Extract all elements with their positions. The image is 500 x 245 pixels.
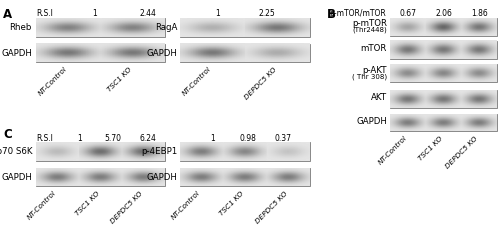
Text: TSC1 KO: TSC1 KO [106, 66, 133, 92]
Bar [390, 64, 497, 82]
Text: B: B [327, 8, 336, 21]
Text: GAPDH: GAPDH [146, 49, 177, 58]
Bar [390, 90, 497, 108]
Text: C: C [3, 128, 12, 141]
Bar [180, 168, 310, 186]
Text: GAPDH: GAPDH [1, 172, 32, 182]
Text: 1.86: 1.86 [471, 10, 488, 19]
Text: RagA: RagA [154, 23, 177, 32]
Text: p-mTOR: p-mTOR [352, 19, 387, 27]
Text: 1: 1 [216, 10, 220, 19]
Text: 1: 1 [210, 134, 216, 143]
Text: A: A [3, 8, 12, 21]
Text: mTOR: mTOR [360, 44, 387, 52]
Text: TSC1 KO: TSC1 KO [218, 190, 245, 216]
Bar [390, 18, 497, 36]
Text: DEPDC5 KO: DEPDC5 KO [243, 66, 278, 100]
Text: GAPDH: GAPDH [1, 49, 32, 58]
Text: ( Thr 308): ( Thr 308) [352, 74, 387, 80]
Text: NT-Control: NT-Control [170, 190, 202, 221]
Text: 5.70: 5.70 [104, 134, 122, 143]
Text: DEPDC5 KO: DEPDC5 KO [445, 135, 479, 169]
Text: 2.06: 2.06 [435, 10, 452, 19]
Text: R.S.I: R.S.I [36, 10, 53, 19]
Text: DEPDC5 KO: DEPDC5 KO [254, 190, 288, 224]
Bar [36, 142, 165, 161]
Text: NT-Control: NT-Control [182, 66, 212, 97]
Text: NT-Control: NT-Control [38, 66, 68, 97]
Text: AKT: AKT [371, 93, 387, 101]
Text: (Thr2448): (Thr2448) [352, 27, 387, 33]
Text: p-mTOR/mTOR: p-mTOR/mTOR [329, 10, 386, 19]
Text: 0.67: 0.67 [400, 10, 416, 19]
Bar [390, 41, 497, 59]
Text: TSC1 KO: TSC1 KO [417, 135, 444, 161]
Bar [180, 142, 310, 161]
Text: 2.44: 2.44 [140, 10, 156, 19]
Text: p-4EBP1: p-4EBP1 [141, 147, 177, 156]
Bar [36, 44, 165, 62]
Text: TSC1 KO: TSC1 KO [74, 190, 101, 216]
Text: p-p70 S6K: p-p70 S6K [0, 147, 32, 156]
Bar [36, 18, 165, 37]
Text: NT-Control: NT-Control [377, 135, 408, 166]
Text: 0.98: 0.98 [240, 134, 256, 143]
Text: 1: 1 [78, 134, 82, 143]
Bar [180, 44, 310, 62]
Text: 0.37: 0.37 [274, 134, 291, 143]
Bar [390, 114, 497, 131]
Text: 2.25: 2.25 [258, 10, 276, 19]
Text: NT-Control: NT-Control [26, 190, 58, 221]
Text: DEPDC5 KO: DEPDC5 KO [109, 190, 144, 224]
Text: GAPDH: GAPDH [356, 117, 387, 125]
Text: R.S.I: R.S.I [36, 134, 53, 143]
Bar [180, 18, 310, 37]
Text: GAPDH: GAPDH [146, 172, 177, 182]
Text: Rheb: Rheb [10, 23, 32, 32]
Bar [36, 168, 165, 186]
Text: 1: 1 [92, 10, 98, 19]
Text: p-AKT: p-AKT [362, 65, 387, 74]
Text: 6.24: 6.24 [140, 134, 156, 143]
